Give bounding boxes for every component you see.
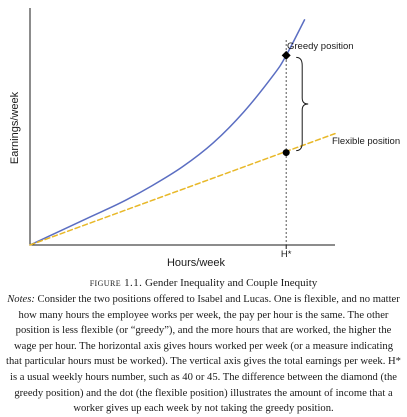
series-label-greedy-position: Greedy position [287,41,354,52]
difference-brace [296,56,309,152]
caption-title-line: FIGURE 1.1. Gender Inequality and Couple… [0,276,407,291]
series-label-flexible-position: Flexible position [332,136,400,147]
figure-caption: FIGURE 1.1. Gender Inequality and Couple… [0,276,407,417]
notes-text: Consider the two positions offered to Is… [6,294,401,415]
chart-marks: H* Greedy position Flexible position [29,19,400,260]
figure-title: Gender Inequality and Couple Inequity [145,277,318,289]
notes-label: Notes: [7,294,35,305]
figure-number: FIGURE 1.1. [89,277,143,289]
chart-labels: Earnings/week Hours/week [9,91,226,269]
series-line-greedy-position [29,19,306,246]
series-line-flexible-position [29,132,336,246]
figure-notes: Notes: Consider the two positions offere… [6,292,401,417]
chart-axes [29,8,335,246]
x-axis-label: Hours/week [167,257,226,269]
greedy-diamond-marker [281,50,291,60]
x-tick-label: H* [281,249,292,260]
chart: H* Greedy position Flexible position Earni… [9,8,400,269]
flexible-dot-marker [282,149,290,157]
y-axis-label: Earnings/week [9,91,21,164]
